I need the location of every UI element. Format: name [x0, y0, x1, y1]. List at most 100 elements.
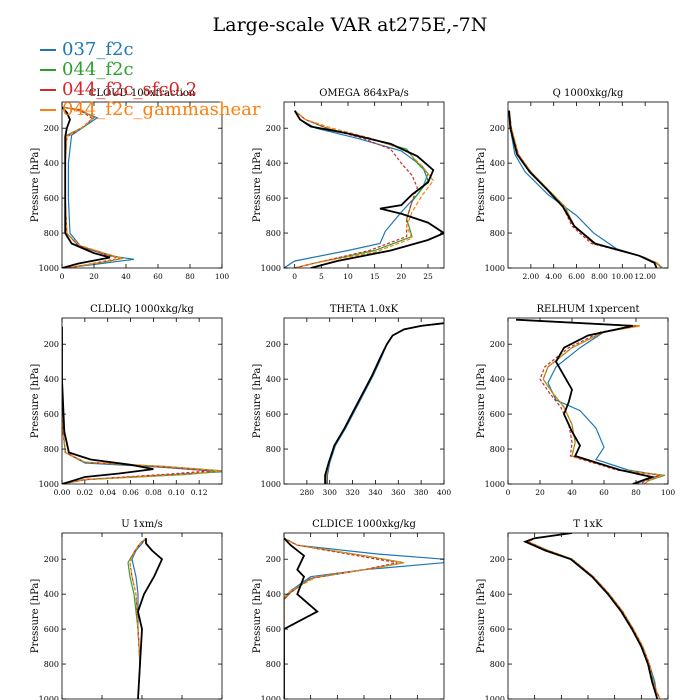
x-tick-label: 40: [121, 272, 131, 281]
legend-item: 044_f2c_sfc0.2: [40, 80, 261, 100]
y-tick-label: 800: [490, 445, 505, 454]
x-tick-label: 0: [292, 272, 297, 281]
x-tick-label: 40: [567, 488, 577, 497]
series-line: [62, 326, 211, 484]
legend-label: 044_f2c: [62, 59, 134, 80]
x-tick-label: 100: [661, 488, 676, 497]
series-line: [508, 110, 663, 268]
y-tick-label: 600: [44, 194, 59, 203]
series-line: [62, 326, 222, 484]
x-tick-label: 0: [506, 488, 511, 497]
series-line: [62, 326, 222, 484]
x-tick-label: 25: [423, 272, 433, 281]
series-line: [284, 537, 405, 699]
x-tick-label: 80: [631, 488, 641, 497]
y-tick-label: 600: [44, 410, 59, 419]
x-tick-label: 20: [535, 488, 545, 497]
subplot: CLDICE 1000xkg/kg Pressure [hPa] 200 400 600…: [252, 519, 445, 700]
y-axis-label: Pressure [hPa]: [30, 579, 41, 654]
x-tick-label: 0.02: [77, 488, 94, 497]
y-axis-label: Pressure [hPa]: [30, 364, 41, 439]
x-tick-label: 20: [89, 272, 99, 281]
y-tick-label: 200: [44, 124, 59, 133]
series-line: [294, 110, 429, 268]
subplot-title: THETA 1.0xK: [330, 304, 399, 315]
legend-label: 044_f2c_sfc0.2: [62, 79, 198, 100]
plot-frame: [507, 101, 669, 269]
y-axis-label: Pressure [hPa]: [252, 364, 263, 439]
y-tick-label: 600: [266, 410, 281, 419]
series-line: [515, 319, 665, 484]
x-tick-label: 280: [300, 488, 315, 497]
legend-swatch: [40, 109, 56, 111]
series-line: [522, 533, 659, 699]
y-axis-label: Pressure [hPa]: [30, 148, 41, 223]
series-line: [508, 110, 658, 268]
series-line: [526, 533, 661, 699]
y-tick-label: 1000: [485, 264, 505, 273]
y-tick-label: 1000: [39, 695, 59, 700]
y-axis-label: Pressure [hPa]: [476, 579, 487, 654]
y-tick-label: 200: [266, 124, 281, 133]
y-axis-label: Pressure [hPa]: [252, 579, 263, 654]
x-tick-label: 360: [391, 488, 406, 497]
x-tick-label: 15: [370, 272, 380, 281]
series-line: [526, 533, 661, 699]
x-tick-label: 2.00: [523, 272, 540, 281]
series-line: [62, 326, 222, 484]
series-line: [526, 533, 661, 699]
y-tick-label: 1000: [39, 480, 59, 489]
x-tick-label: 380: [414, 488, 429, 497]
x-tick-label: 10.00: [612, 272, 634, 281]
series-line: [137, 538, 164, 699]
series-line: [294, 110, 418, 268]
series-line: [62, 106, 111, 268]
y-tick-label: 800: [266, 445, 281, 454]
legend-swatch: [40, 89, 56, 91]
x-tick-label: 0.12: [191, 488, 208, 497]
series-line: [294, 110, 435, 268]
y-tick-label: 600: [266, 194, 281, 203]
x-tick-label: 0.08: [145, 488, 162, 497]
y-tick-label: 1000: [485, 695, 505, 700]
y-tick-label: 400: [44, 159, 59, 168]
y-tick-label: 800: [44, 229, 59, 238]
plot-frame: [507, 532, 669, 700]
x-tick-label: 6.00: [568, 272, 585, 281]
y-tick-label: 200: [490, 340, 505, 349]
x-tick-label: 320: [345, 488, 360, 497]
y-tick-label: 200: [490, 124, 505, 133]
y-tick-label: 400: [490, 590, 505, 599]
series-line: [508, 110, 663, 268]
subplot-title: T 1xK: [573, 519, 603, 530]
figure-title: Large-scale VAR at275E,-7N: [212, 14, 488, 36]
x-tick-label: 0.00: [54, 488, 71, 497]
y-tick-label: 1000: [261, 264, 281, 273]
y-axis-label: Pressure [hPa]: [252, 148, 263, 223]
subplot-title: Q 1000xkg/kg: [553, 88, 624, 99]
legend-label: 037_f2c: [62, 39, 134, 60]
legend-swatch: [40, 49, 56, 51]
legend-item: 044_f2c: [40, 60, 261, 80]
y-axis-label: Pressure [hPa]: [476, 364, 487, 439]
y-tick-label: 600: [490, 625, 505, 634]
plot-frame: [283, 101, 445, 269]
x-tick-label: 4.00: [545, 272, 562, 281]
y-tick-label: 800: [490, 660, 505, 669]
series-line: [515, 319, 661, 484]
y-tick-label: 200: [266, 555, 281, 564]
subplot-title: OMEGA 864xPa/s: [319, 88, 409, 99]
y-tick-label: 800: [44, 445, 59, 454]
subplot-title: U 1xm/s: [121, 519, 163, 530]
series-line: [62, 106, 120, 268]
plot-frame: [61, 101, 223, 269]
legend-label: 044_f2c_gammashear: [62, 99, 261, 120]
series-line: [129, 537, 147, 699]
plot-frame: [61, 317, 223, 485]
subplot: Q 1000xkg/kg Pressure [hPa] 200 400 600 800 10…: [476, 88, 669, 281]
